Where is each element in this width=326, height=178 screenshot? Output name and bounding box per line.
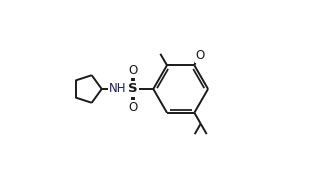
Text: O: O: [128, 101, 138, 114]
Text: O: O: [128, 64, 138, 77]
Text: O: O: [196, 49, 205, 62]
Text: NH: NH: [109, 82, 127, 96]
Text: S: S: [128, 82, 138, 96]
